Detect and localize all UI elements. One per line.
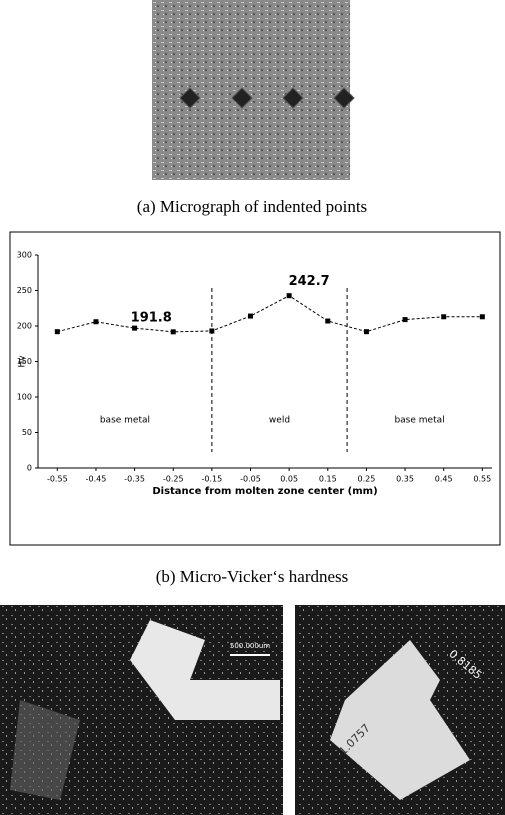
data-point: [209, 328, 215, 334]
data-point: [363, 329, 369, 335]
data-label: 191.8: [131, 310, 172, 325]
region-label: base metal: [394, 416, 444, 426]
x-tick-label: -0.35: [124, 475, 145, 484]
data-point: [325, 318, 331, 324]
y-tick-label: 200: [17, 322, 32, 331]
y-tick-label: 50: [22, 428, 32, 437]
x-tick-label: 0.45: [435, 475, 453, 484]
data-point: [54, 329, 60, 335]
region-label: base metal: [100, 416, 150, 426]
y-tick-label: 250: [17, 286, 32, 295]
x-tick-label: 0.15: [319, 475, 337, 484]
caption: (b) Micro-Vicker‘s hardness: [156, 567, 349, 586]
chart: 0 50 100 150 200 250 300 -0.55 -0.45 -0.35 -0.25 -0…: [17, 251, 492, 497]
x-axis-label: Distance from molten zone center (mm): [152, 486, 377, 497]
data-point: [479, 314, 485, 320]
x-tick-label: -0.25: [163, 475, 184, 484]
scale-bar-label: 500.000um: [230, 642, 270, 650]
weld-measure-image: 0.8185 1.0757: [295, 605, 505, 815]
micrograph: [152, 0, 355, 180]
x-tick-label: 0.25: [358, 475, 376, 484]
data-label: 242.7: [289, 274, 330, 289]
region-label: weld: [269, 416, 290, 426]
data-point: [286, 293, 292, 299]
data-point: [170, 329, 176, 335]
x-tick-label: -0.45: [86, 475, 107, 484]
x-tick-label: -0.15: [202, 475, 223, 484]
x-tick-label: 0.35: [396, 475, 414, 484]
x-tick-label: 0.05: [280, 475, 298, 484]
data-point: [132, 325, 138, 331]
data-point: [402, 317, 408, 323]
data-point: [441, 314, 447, 320]
y-axis-label: Hv: [18, 355, 28, 368]
data-line: [57, 295, 483, 333]
x-tick-label: -0.05: [240, 475, 261, 484]
x-tick-label: -0.55: [47, 475, 68, 484]
data-point: [248, 313, 254, 319]
x-tick-label: 0.55: [473, 475, 491, 484]
y-tick-label: 100: [17, 393, 32, 402]
chart-frame: [9, 231, 501, 546]
y-tick-label: 300: [17, 251, 32, 260]
y-tick-label: 150: [17, 357, 32, 366]
y-tick-label: 0: [27, 464, 32, 473]
data-point: [93, 319, 99, 325]
weld-section-image: 500.000um: [0, 605, 283, 815]
caption: (a) Micrograph of indented points: [137, 197, 367, 216]
